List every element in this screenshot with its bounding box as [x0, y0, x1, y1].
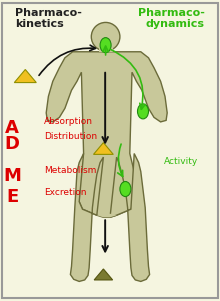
Text: Pharmaco-
kinetics: Pharmaco- kinetics: [15, 8, 82, 29]
Text: Excretion: Excretion: [44, 188, 86, 197]
Polygon shape: [97, 214, 117, 217]
Circle shape: [138, 104, 148, 119]
Polygon shape: [14, 70, 36, 82]
Text: Activity: Activity: [164, 157, 198, 166]
Polygon shape: [110, 154, 150, 281]
Circle shape: [100, 38, 111, 53]
Text: Distribution: Distribution: [44, 132, 97, 141]
Ellipse shape: [91, 22, 120, 51]
Text: Metabolism: Metabolism: [44, 166, 96, 175]
Polygon shape: [70, 154, 103, 281]
Text: Pharmaco-
dynamics: Pharmaco- dynamics: [138, 8, 205, 29]
Text: M: M: [3, 167, 21, 185]
Text: D: D: [5, 135, 20, 154]
Text: Absorption: Absorption: [44, 117, 93, 126]
Text: E: E: [6, 188, 18, 206]
Polygon shape: [94, 143, 113, 154]
Polygon shape: [94, 269, 113, 280]
Polygon shape: [46, 52, 167, 217]
Circle shape: [120, 182, 131, 197]
Text: A: A: [5, 119, 19, 137]
FancyBboxPatch shape: [99, 40, 113, 52]
